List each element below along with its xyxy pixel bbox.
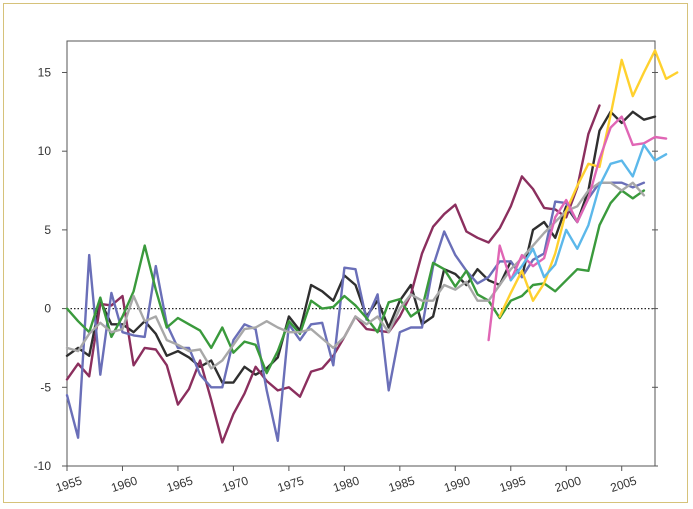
y-tick-label: 10 bbox=[38, 144, 52, 158]
series-line-1 bbox=[65, 110, 657, 384]
series-line-7 bbox=[487, 115, 668, 342]
x-tick-label: 1975 bbox=[276, 473, 306, 495]
y-tick-label: -10 bbox=[34, 459, 52, 473]
y-tick-label: 5 bbox=[44, 223, 51, 237]
series-line-4 bbox=[65, 189, 646, 375]
chart-frame: 15 10 5 0 -5 -10 1955 1960 1965 1970 1975 1980 1985 1… bbox=[3, 3, 688, 503]
y-tick-label: 0 bbox=[44, 302, 51, 316]
x-tick-label: 2005 bbox=[609, 473, 639, 495]
plot-area bbox=[66, 40, 656, 467]
y-tick-label: 15 bbox=[38, 65, 52, 79]
x-tick-label: 2000 bbox=[553, 473, 583, 495]
x-tick-label: 1985 bbox=[387, 473, 417, 495]
series-line-5 bbox=[65, 181, 646, 370]
x-tick-label: 1965 bbox=[165, 473, 195, 495]
x-tick-label: 1970 bbox=[220, 473, 250, 495]
series-line-8 bbox=[509, 143, 668, 282]
x-tick-label: 1990 bbox=[442, 473, 472, 495]
y-tick-label: -5 bbox=[40, 380, 51, 394]
x-tick-label: 1960 bbox=[109, 473, 139, 495]
series-line-3 bbox=[65, 181, 646, 442]
x-tick-label: 1995 bbox=[498, 473, 528, 495]
x-tick-label: 1980 bbox=[331, 473, 361, 495]
x-tick-label: 1955 bbox=[54, 473, 84, 495]
series-line-6 bbox=[498, 49, 679, 318]
